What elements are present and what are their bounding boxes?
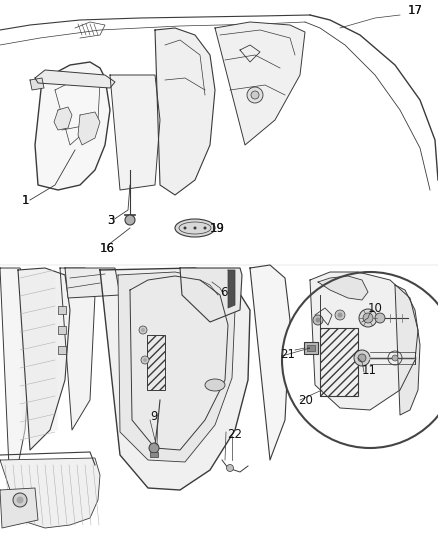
Polygon shape	[0, 488, 38, 528]
Polygon shape	[65, 268, 120, 298]
Circle shape	[125, 215, 135, 225]
Polygon shape	[60, 268, 95, 430]
Circle shape	[247, 87, 263, 103]
Circle shape	[315, 318, 321, 322]
Circle shape	[251, 91, 259, 99]
Polygon shape	[130, 276, 228, 450]
Circle shape	[392, 355, 398, 361]
Text: 3: 3	[107, 214, 114, 227]
Circle shape	[358, 354, 366, 362]
Bar	[304, 342, 318, 354]
Circle shape	[184, 227, 187, 230]
Text: 17: 17	[408, 4, 423, 17]
Text: 16: 16	[100, 241, 115, 254]
Circle shape	[13, 493, 27, 507]
Circle shape	[354, 350, 370, 366]
Text: 21: 21	[280, 349, 295, 361]
Bar	[147, 335, 165, 390]
Circle shape	[141, 328, 145, 332]
Polygon shape	[20, 272, 58, 440]
Polygon shape	[110, 75, 160, 190]
Polygon shape	[35, 70, 115, 88]
Polygon shape	[18, 268, 70, 450]
Text: 22: 22	[227, 427, 242, 440]
Circle shape	[226, 464, 233, 472]
Text: 19: 19	[210, 222, 225, 235]
Bar	[320, 328, 358, 396]
Polygon shape	[78, 112, 100, 145]
Polygon shape	[310, 272, 418, 410]
Circle shape	[143, 358, 147, 362]
Text: 17: 17	[408, 4, 423, 17]
Text: 9: 9	[150, 409, 158, 423]
Circle shape	[375, 313, 385, 323]
Text: 19: 19	[210, 222, 225, 235]
Text: 6: 6	[220, 286, 227, 298]
Polygon shape	[118, 272, 235, 462]
Polygon shape	[0, 268, 30, 490]
Polygon shape	[54, 107, 72, 130]
Circle shape	[139, 326, 147, 334]
Bar	[307, 345, 315, 351]
Polygon shape	[100, 268, 250, 490]
Bar	[150, 452, 158, 457]
Circle shape	[338, 312, 343, 318]
Circle shape	[194, 227, 197, 230]
Polygon shape	[155, 28, 215, 195]
Text: 16: 16	[100, 241, 115, 254]
Circle shape	[204, 227, 206, 230]
Circle shape	[359, 309, 377, 327]
Polygon shape	[35, 62, 110, 190]
Bar	[58, 346, 66, 354]
Circle shape	[335, 310, 345, 320]
Text: 1: 1	[22, 193, 29, 206]
Polygon shape	[250, 265, 290, 460]
Polygon shape	[30, 78, 44, 90]
Circle shape	[363, 313, 373, 323]
Text: 11: 11	[362, 364, 377, 376]
Bar	[58, 326, 66, 334]
Text: 20: 20	[298, 393, 313, 407]
Circle shape	[149, 443, 159, 453]
Polygon shape	[0, 265, 438, 533]
Polygon shape	[180, 268, 242, 322]
Polygon shape	[228, 270, 235, 308]
Text: 3: 3	[107, 214, 114, 227]
Bar	[58, 306, 66, 314]
Polygon shape	[0, 458, 100, 528]
Circle shape	[282, 272, 438, 448]
Text: 10: 10	[368, 302, 383, 314]
Polygon shape	[0, 0, 438, 265]
Circle shape	[17, 497, 24, 504]
Circle shape	[313, 315, 323, 325]
Ellipse shape	[205, 379, 225, 391]
Circle shape	[141, 356, 149, 364]
Polygon shape	[395, 285, 420, 415]
Polygon shape	[318, 276, 368, 300]
Text: 1: 1	[22, 193, 29, 206]
Polygon shape	[215, 22, 305, 145]
Ellipse shape	[175, 219, 215, 237]
